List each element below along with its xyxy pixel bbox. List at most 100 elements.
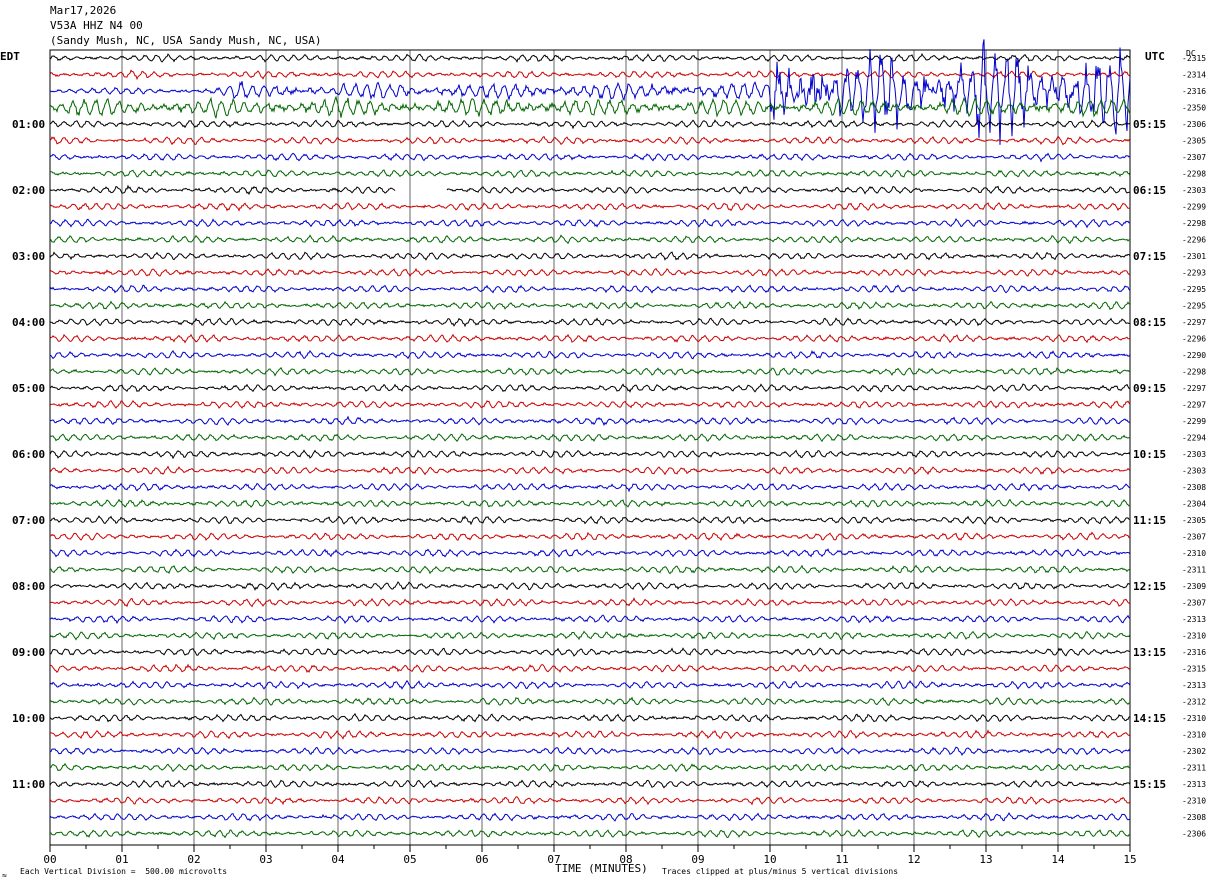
dc-value-label: -2310 [1182, 731, 1206, 740]
dc-value-label: -2297 [1182, 318, 1206, 327]
header-station: V53A HHZ N4 00 [50, 19, 143, 32]
dc-value-label: -2296 [1182, 236, 1206, 245]
trace-line [49, 284, 1131, 294]
trace-line [49, 202, 1131, 212]
dc-value-label: -2299 [1182, 417, 1206, 426]
x-axis-title: TIME (MINUTES) [555, 862, 648, 875]
left-hour-label: 03:00 [12, 250, 45, 263]
x-tick-label: 02 [187, 853, 200, 866]
dc-value-label: -2305 [1182, 137, 1206, 146]
x-tick-label: 12 [907, 853, 920, 866]
trace-line [49, 95, 1131, 119]
dc-value-label: -2310 [1182, 714, 1206, 723]
left-hour-label: 07:00 [12, 514, 45, 527]
trace-line [49, 317, 1131, 328]
trace-line [49, 779, 1131, 789]
trace-line [49, 449, 1131, 460]
dc-value-label: -2299 [1182, 203, 1206, 212]
dc-value-label: -2298 [1182, 219, 1206, 228]
right-hour-label: 15:15 [1133, 778, 1166, 791]
dc-value-label: -2350 [1182, 104, 1206, 113]
dc-value-label: -2313 [1182, 681, 1206, 690]
x-tick-label: 01 [115, 853, 128, 866]
right-hour-label: 08:15 [1133, 316, 1166, 329]
dc-value-label: -2315 [1182, 665, 1206, 674]
x-tick-label: 13 [979, 853, 992, 866]
dc-value-label: -2309 [1182, 582, 1206, 591]
dc-value-label: -2298 [1182, 170, 1206, 179]
dc-value-label: -2306 [1182, 120, 1206, 129]
dc-value-label: -2313 [1182, 780, 1206, 789]
trace-line [49, 498, 1131, 508]
dc-value-label: -2310 [1182, 549, 1206, 558]
trace-line [49, 746, 1131, 756]
left-hour-label: 04:00 [12, 316, 45, 329]
dc-value-label: -2298 [1182, 368, 1206, 377]
trace-line [49, 69, 1131, 81]
trace-line [49, 400, 1131, 410]
right-hour-label: 13:15 [1133, 646, 1166, 659]
trace-line [49, 531, 1131, 542]
dc-value-label: -2303 [1182, 450, 1206, 459]
trace-line [49, 564, 1131, 575]
dc-value-label: -2307 [1182, 153, 1206, 162]
trace-line [49, 630, 1131, 641]
left-hour-label: 05:00 [12, 382, 45, 395]
left-hour-label: 09:00 [12, 646, 45, 659]
dc-value-label: -2310 [1182, 632, 1206, 641]
trace-line [49, 333, 1131, 344]
trace-line [49, 234, 1131, 245]
dc-value-label: -2307 [1182, 599, 1206, 608]
plot-frame [49, 49, 1131, 846]
dc-value-label: -2303 [1182, 186, 1206, 195]
left-hour-label: 06:00 [12, 448, 45, 461]
trace-line [49, 119, 1131, 130]
left-hour-label: 01:00 [12, 118, 45, 131]
right-hour-label: 06:15 [1133, 184, 1166, 197]
trace-line [49, 679, 1131, 690]
dc-value-label: -2303 [1182, 467, 1206, 476]
x-tick-label: 08 [619, 853, 632, 866]
trace-line [49, 217, 1131, 229]
left-hour-label: 11:00 [12, 778, 45, 791]
right-hour-label: 05:15 [1133, 118, 1166, 131]
right-hour-label: 10:15 [1133, 448, 1166, 461]
header-location: (Sandy Mush, NC, USA Sandy Mush, NC, USA… [50, 34, 322, 47]
trace-line [49, 184, 1130, 196]
left-hour-label: 10:00 [12, 712, 45, 725]
dc-column-label: DC [1186, 49, 1196, 58]
trace-line [49, 762, 1131, 773]
x-tick-label: 10 [763, 853, 776, 866]
clip-note: Traces clipped at plus/minus 5 vertical … [662, 867, 899, 876]
dc-value-label: -2297 [1182, 401, 1206, 410]
trace-line [49, 135, 1131, 146]
dc-value-label: -2316 [1182, 648, 1206, 657]
right-hour-label: 12:15 [1133, 580, 1166, 593]
trace-line [49, 366, 1131, 377]
trace-line [49, 614, 1131, 625]
right-hour-label: 14:15 [1133, 712, 1166, 725]
dc-value-label: -2315 [1182, 54, 1206, 63]
trace-line [49, 465, 1131, 476]
trace-line [49, 251, 1131, 261]
left-hour-label: 08:00 [12, 580, 45, 593]
trace-line [50, 300, 1131, 311]
trace-line [49, 548, 1131, 559]
dc-value-label: -2293 [1182, 269, 1206, 278]
dc-value-label: -2313 [1182, 615, 1206, 624]
corner-mark: ≈ [2, 871, 7, 880]
trace-line [49, 712, 1131, 723]
dc-value-label: -2290 [1182, 351, 1206, 360]
x-tick-label: 03 [259, 853, 272, 866]
trace-line [49, 596, 1131, 608]
x-tick-label: 06 [475, 853, 488, 866]
left-timezone-label: EDT [0, 50, 20, 63]
dc-value-label: -2295 [1182, 302, 1206, 311]
dc-value-label: -2311 [1182, 764, 1206, 773]
header-date: Mar17,2026 [50, 4, 117, 17]
x-tick-label: 14 [1051, 853, 1065, 866]
right-hour-label: 11:15 [1133, 514, 1166, 527]
x-tick-label: 05 [403, 853, 416, 866]
dc-value-label: -2316 [1182, 87, 1206, 96]
